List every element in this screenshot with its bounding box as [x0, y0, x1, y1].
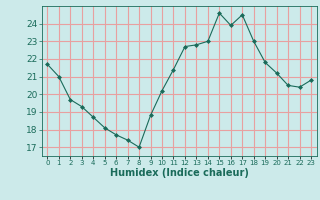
X-axis label: Humidex (Indice chaleur): Humidex (Indice chaleur) [110, 168, 249, 178]
